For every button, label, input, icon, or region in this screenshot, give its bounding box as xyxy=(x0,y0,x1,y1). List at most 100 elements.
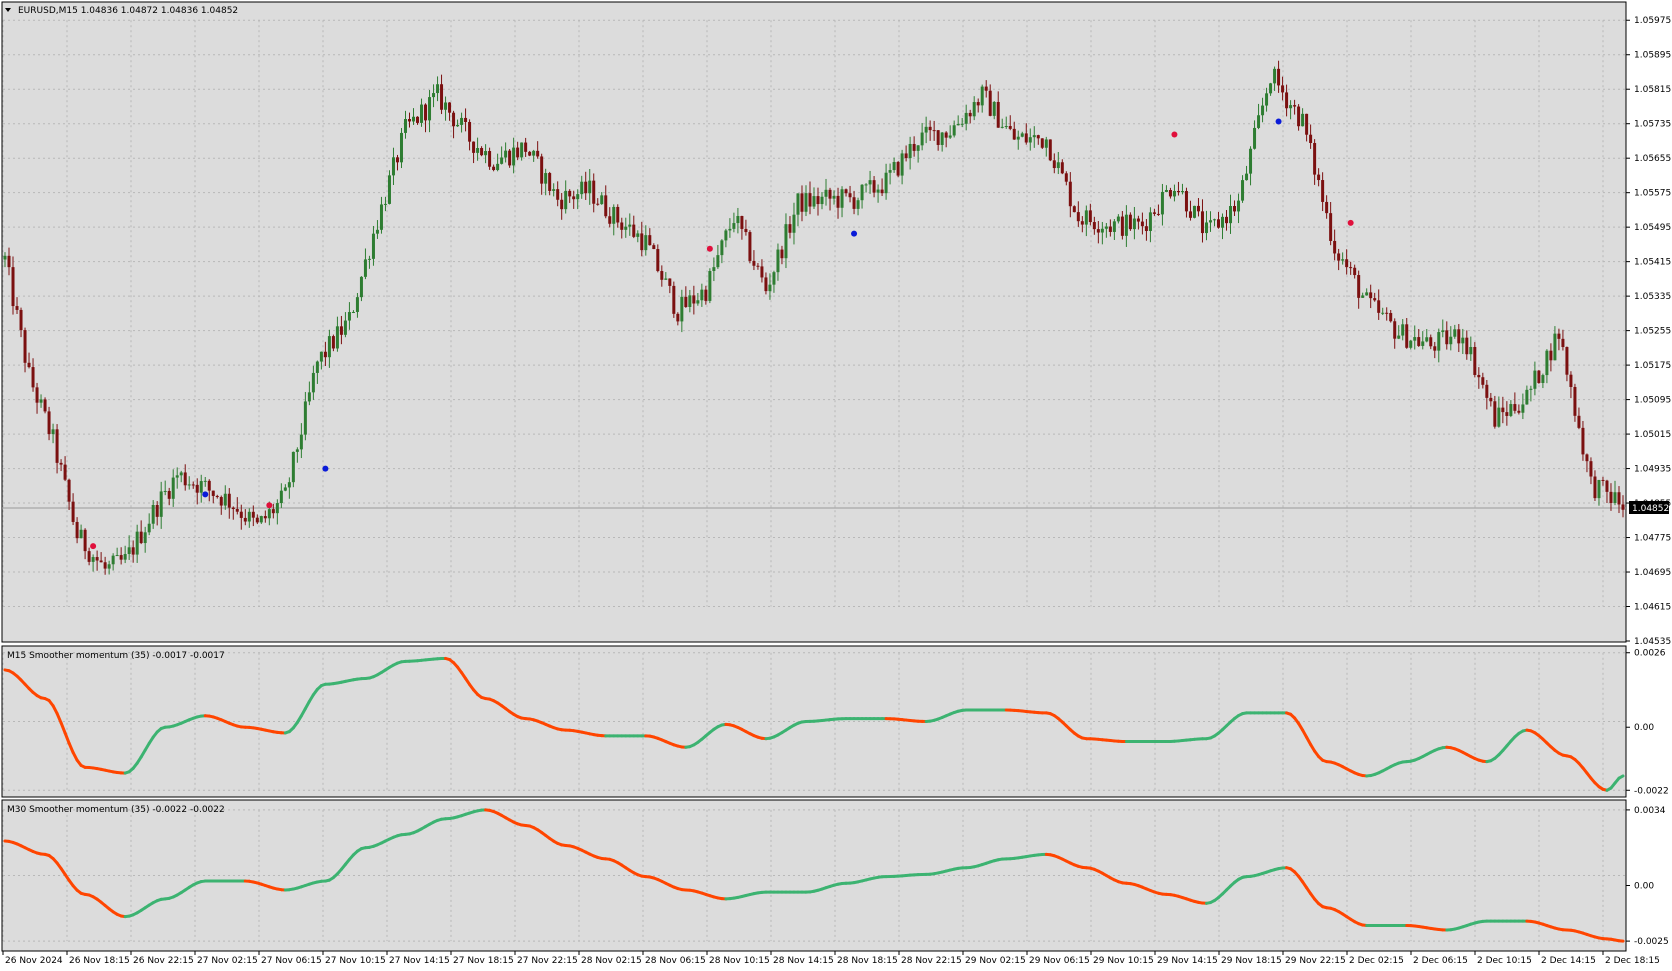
candle xyxy=(1397,325,1401,340)
candle xyxy=(408,112,412,128)
candle xyxy=(712,257,716,282)
time-tick-label: 29 Nov 22:15 xyxy=(1285,956,1346,966)
candle xyxy=(1124,205,1128,247)
candle xyxy=(560,192,564,220)
time-tick-label: 26 Nov 18:15 xyxy=(69,956,130,966)
candle xyxy=(123,545,127,564)
momentum-tick-label: 0.0026 xyxy=(1634,649,1666,659)
candle xyxy=(956,115,960,126)
candle xyxy=(1120,211,1124,240)
candle xyxy=(175,467,179,489)
candle xyxy=(131,540,135,563)
current-price-label: 1.04852 xyxy=(1632,504,1669,514)
candle xyxy=(936,130,940,151)
candle xyxy=(359,276,363,302)
candle xyxy=(856,197,860,216)
candle xyxy=(59,459,63,472)
candle xyxy=(311,365,315,400)
candle xyxy=(107,560,111,575)
candle xyxy=(1321,172,1325,212)
candle xyxy=(1028,128,1032,151)
candle xyxy=(1477,367,1481,389)
candle xyxy=(215,494,219,499)
candle xyxy=(640,221,644,257)
candle xyxy=(592,173,596,213)
m15-momentum-line xyxy=(3,656,1625,792)
candle xyxy=(660,265,664,287)
sell-signal-dot xyxy=(90,543,97,550)
candle xyxy=(1429,334,1433,350)
candle xyxy=(740,215,744,240)
candle xyxy=(1084,205,1088,237)
candle xyxy=(824,178,828,206)
candle xyxy=(399,128,403,169)
candle xyxy=(572,190,576,209)
candle xyxy=(3,252,7,268)
candle xyxy=(1309,124,1313,149)
candle xyxy=(588,169,592,205)
price-tick-label: 1.05815 xyxy=(1634,85,1671,95)
candle xyxy=(796,193,800,227)
candle xyxy=(1160,183,1164,226)
candle xyxy=(103,556,107,575)
candle xyxy=(916,145,920,163)
candle xyxy=(403,110,407,139)
price-tick-label: 1.05655 xyxy=(1634,154,1671,164)
candle xyxy=(1405,318,1409,349)
candle xyxy=(1016,130,1020,150)
candle xyxy=(1401,319,1405,341)
candle xyxy=(1413,325,1417,350)
triangle-down-icon[interactable] xyxy=(5,8,11,12)
candle xyxy=(191,481,195,489)
candle xyxy=(416,116,420,125)
price-tick-label: 1.04935 xyxy=(1634,465,1671,475)
candle xyxy=(760,259,764,283)
candle xyxy=(992,101,996,120)
time-tick-label: 2 Dec 10:15 xyxy=(1477,956,1532,966)
candle xyxy=(1221,213,1225,240)
candle xyxy=(275,499,279,525)
time-axis-labels: 26 Nov 2024 26 Nov 18:15 26 Nov 22:15 27 No… xyxy=(2,951,1660,966)
candle xyxy=(1493,395,1497,429)
price-tick-label: 1.05735 xyxy=(1634,120,1671,130)
candle xyxy=(884,163,888,200)
candle xyxy=(383,196,387,212)
candle xyxy=(1333,229,1337,261)
candle xyxy=(1605,479,1609,504)
candle xyxy=(1208,211,1212,232)
candle xyxy=(720,239,724,264)
candle xyxy=(327,329,331,368)
candle xyxy=(860,184,864,209)
candle xyxy=(1353,264,1357,279)
candle xyxy=(19,307,23,338)
candle xyxy=(1148,207,1152,243)
candle xyxy=(391,147,395,186)
candle xyxy=(1172,184,1176,202)
candle xyxy=(1024,123,1028,145)
symbol-menu[interactable]: EURUSD,M15 1.04836 1.04872 1.04836 1.048… xyxy=(5,6,238,16)
candle xyxy=(1317,168,1321,187)
candle xyxy=(1136,215,1140,230)
price-pane[interactable] xyxy=(1,1,1627,643)
candle xyxy=(544,168,548,196)
candle xyxy=(1445,321,1449,350)
m30-axis-labels: 0.0034 0.00 -0.0025 xyxy=(1626,806,1669,947)
candle xyxy=(87,547,91,566)
candle xyxy=(35,382,39,414)
candle xyxy=(872,176,876,198)
candle xyxy=(844,188,848,197)
candle xyxy=(1216,211,1220,229)
candle xyxy=(375,220,379,239)
candle xyxy=(395,154,399,171)
price-tick-label: 1.05175 xyxy=(1634,361,1671,371)
candle xyxy=(1100,221,1104,245)
candle xyxy=(47,406,51,441)
candle xyxy=(1140,212,1144,235)
candle xyxy=(840,186,844,218)
candle xyxy=(888,163,892,185)
price-tick-label: 1.05975 xyxy=(1634,16,1671,26)
candle xyxy=(920,122,924,151)
candle xyxy=(864,183,868,193)
candle xyxy=(263,510,267,523)
